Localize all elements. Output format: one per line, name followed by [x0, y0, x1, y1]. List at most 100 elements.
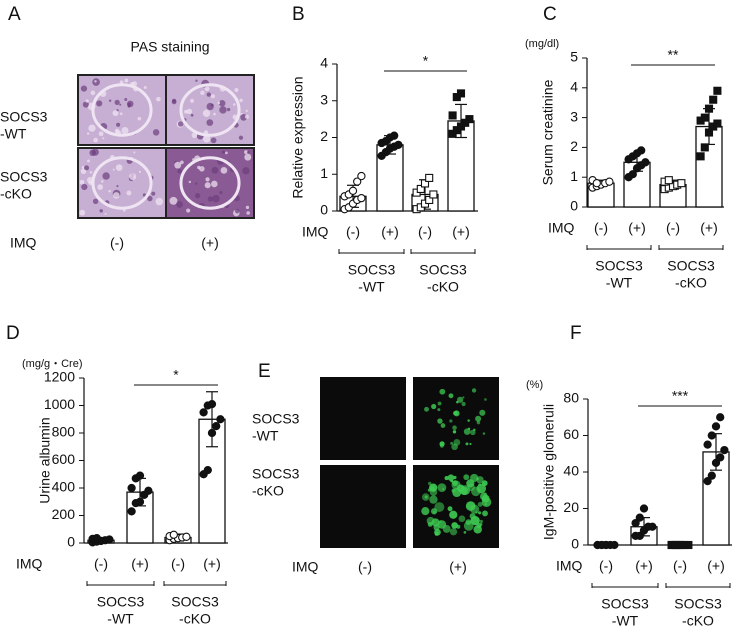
- texture: [218, 100, 226, 107]
- y-tick-label: 800: [52, 424, 76, 440]
- data-point: [704, 104, 714, 113]
- data-point: [720, 445, 729, 455]
- data-point: [135, 497, 145, 506]
- x-tick-label: (-): [346, 224, 360, 240]
- data-point: [203, 465, 212, 475]
- fluorescence: [457, 396, 464, 403]
- texture: [213, 112, 216, 116]
- data-point: [105, 535, 114, 544]
- fluorescence: [463, 531, 467, 534]
- texture: [200, 90, 205, 96]
- texture: [81, 183, 88, 191]
- data-point: [637, 146, 646, 155]
- texture: [244, 114, 249, 119]
- data-point: [416, 184, 425, 193]
- significance-label: *: [173, 367, 179, 383]
- texture: [242, 167, 250, 175]
- data-point: [707, 431, 716, 440]
- texture: [194, 192, 201, 199]
- row-label: SOCS3: [0, 109, 48, 125]
- group-label: -cKO: [427, 279, 459, 295]
- x-tick-label: (-): [171, 556, 185, 572]
- row-label: SOCS3: [252, 411, 300, 427]
- fluorescence: [429, 495, 438, 504]
- data-point: [207, 428, 217, 438]
- y-tick-label: 1: [320, 165, 328, 181]
- panel-label: D: [6, 323, 20, 344]
- data-point: [92, 534, 101, 543]
- panel-label: E: [258, 361, 271, 382]
- texture: [204, 182, 211, 189]
- y-tick-label: 2: [320, 128, 328, 144]
- fluorescence: [449, 419, 453, 423]
- group-label: -WT: [107, 611, 134, 627]
- texture: [124, 78, 129, 83]
- data-point: [212, 421, 221, 431]
- fluorescence: [437, 418, 443, 424]
- texture: [84, 165, 90, 171]
- fluorescence: [456, 524, 461, 529]
- group-label: -cKO: [682, 613, 714, 629]
- texture: [152, 129, 160, 136]
- fluorescence: [449, 528, 458, 536]
- fluorescence: [444, 476, 449, 481]
- texture: [79, 179, 85, 185]
- texture: [186, 108, 193, 115]
- texture: [238, 135, 244, 140]
- x-tick-label: (+): [707, 558, 725, 574]
- texture: [126, 190, 132, 196]
- column-label: (+): [201, 235, 219, 251]
- fluorescence: [462, 396, 465, 399]
- fluorescence: [447, 474, 455, 482]
- x-tick-label: (-): [94, 556, 108, 572]
- texture: [172, 98, 177, 103]
- fluorescence: [453, 475, 457, 480]
- data-point: [716, 453, 725, 462]
- texture: [85, 99, 89, 103]
- texture: [93, 137, 98, 143]
- fluorescence: [467, 483, 476, 492]
- texture: [133, 151, 136, 154]
- data-point: [713, 119, 722, 128]
- texture: [221, 150, 226, 154]
- texture: [169, 196, 178, 205]
- data-point: [610, 540, 619, 550]
- fluorescence: [479, 522, 483, 526]
- texture: [190, 98, 195, 103]
- imq-label: IMQ: [292, 559, 319, 575]
- texture: [245, 205, 250, 210]
- fluorescence: [463, 428, 471, 435]
- texture: [79, 209, 86, 216]
- texture: [199, 166, 205, 172]
- panel-label: A: [8, 4, 21, 25]
- fluorescence: [458, 515, 466, 523]
- imq-label: IMQ: [548, 220, 575, 236]
- texture: [121, 126, 129, 135]
- row-label: -WT: [252, 428, 279, 444]
- texture: [80, 85, 88, 92]
- data-point: [628, 170, 637, 179]
- y-tick-label: 2: [570, 138, 578, 154]
- group-label: SOCS3: [674, 596, 722, 612]
- texture: [232, 103, 236, 106]
- fluorescence: [434, 502, 445, 513]
- data-point: [127, 507, 136, 516]
- texture: [188, 180, 192, 184]
- fluorescence: [467, 419, 470, 422]
- data-point: [353, 177, 362, 186]
- y-tick-label: 600: [52, 451, 76, 467]
- fluorescence: [427, 521, 433, 527]
- fluorescence: [479, 519, 483, 524]
- texture: [210, 137, 217, 144]
- texture: [115, 164, 123, 171]
- texture: [174, 161, 182, 169]
- fluorescence: [478, 483, 482, 487]
- fluorescence: [452, 425, 457, 431]
- glomerulus: [179, 83, 241, 137]
- data-point: [711, 422, 721, 431]
- x-tick-label: (-): [666, 220, 680, 236]
- data-point: [216, 415, 225, 424]
- texture: [186, 208, 191, 213]
- y-tick-label: 4: [570, 79, 578, 95]
- fluorescence: [450, 441, 454, 445]
